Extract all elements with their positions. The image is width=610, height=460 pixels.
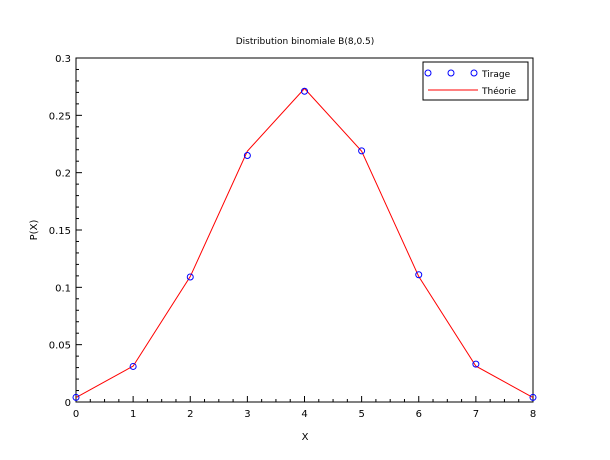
x-tick-label: 8	[530, 409, 536, 420]
y-tick-label: 0.3	[55, 54, 71, 65]
legend-box	[422, 61, 529, 101]
y-tick-label: 0.25	[49, 111, 71, 122]
y-tick-label: 0.2	[55, 169, 71, 180]
data-point-tirage	[529, 393, 537, 401]
x-tick-label: 5	[358, 409, 364, 420]
data-point-tirage	[472, 360, 480, 368]
legend-marker-tirage	[424, 69, 432, 77]
x-tick-label: 6	[416, 409, 422, 420]
legend: Tirage Théorie	[422, 61, 529, 101]
x-tick-label: 3	[244, 409, 250, 420]
chart-title: Distribution binomiale B(8,0.5)	[236, 37, 375, 47]
plot-area: 0 1 2 3 4 5 6 7 8 0 0.05 0.1 0.15 0.2 0.25 0.3	[49, 54, 537, 420]
y-axis-label: P(X)	[29, 220, 40, 241]
x-tick-label: 0	[73, 409, 79, 420]
data-point-tirage	[358, 147, 366, 155]
data-point-tirage	[415, 271, 423, 279]
legend-marker-tirage	[447, 69, 455, 77]
legend-marker-tirage	[470, 69, 478, 77]
y-tick-label: 0.15	[49, 226, 71, 237]
y-tick-label: 0.05	[49, 341, 71, 352]
legend-label-tirage: Tirage	[481, 70, 511, 80]
y-tick-label: 0	[65, 398, 71, 409]
data-point-tirage	[186, 273, 194, 281]
x-tick-label: 7	[473, 409, 479, 420]
x-tick-label: 2	[187, 409, 193, 420]
data-point-tirage	[129, 362, 137, 370]
data-point-tirage	[243, 151, 251, 159]
data-point-tirage	[301, 87, 308, 95]
x-tick-label: 4	[301, 409, 307, 420]
y-tick-label: 0.1	[55, 283, 71, 294]
legend-label-theorie: Théorie	[481, 86, 516, 97]
x-axis-label: X	[302, 432, 309, 443]
x-tick-label: 1	[130, 409, 136, 420]
data-point-tirage	[72, 393, 80, 401]
